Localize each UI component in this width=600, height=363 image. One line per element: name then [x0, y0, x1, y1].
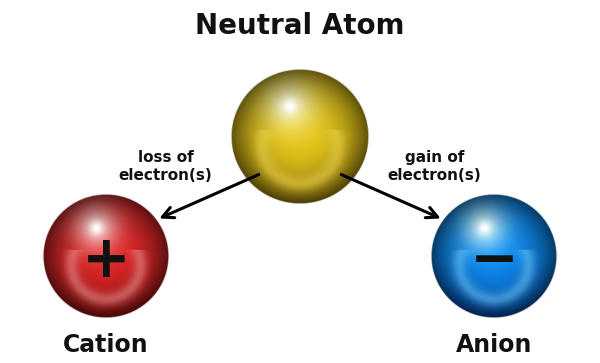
Text: Cation: Cation	[63, 333, 149, 356]
Text: gain of
electron(s): gain of electron(s)	[388, 150, 481, 183]
Text: Anion: Anion	[456, 333, 532, 356]
Text: −: −	[470, 232, 518, 289]
Text: Neutral Atom: Neutral Atom	[195, 12, 405, 40]
Text: +: +	[82, 232, 130, 289]
Text: loss of
electron(s): loss of electron(s)	[119, 150, 212, 183]
